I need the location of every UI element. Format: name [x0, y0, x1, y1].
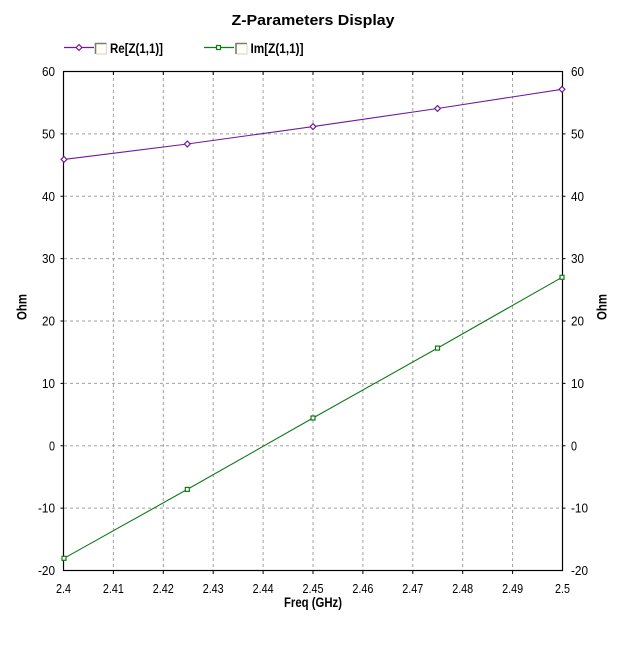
svg-text:Ohm: Ohm — [595, 294, 610, 320]
svg-text:40: 40 — [42, 189, 55, 204]
svg-text:2.4: 2.4 — [56, 581, 71, 596]
svg-text:20: 20 — [571, 314, 584, 329]
svg-text:Im[Z(1,1)]: Im[Z(1,1)] — [251, 41, 304, 56]
svg-text:2.45: 2.45 — [303, 581, 324, 596]
svg-text:10: 10 — [571, 376, 584, 391]
svg-text:60: 60 — [571, 64, 584, 79]
svg-text:-10: -10 — [571, 501, 588, 516]
svg-text:60: 60 — [42, 64, 55, 79]
svg-text:Re[Z(1,1)]: Re[Z(1,1)] — [110, 41, 163, 56]
svg-text:30: 30 — [42, 251, 55, 266]
svg-text:2.42: 2.42 — [153, 581, 174, 596]
svg-text:40: 40 — [571, 189, 584, 204]
svg-text:2.43: 2.43 — [203, 581, 224, 596]
svg-text:2.46: 2.46 — [352, 581, 373, 596]
svg-text:2.44: 2.44 — [253, 581, 274, 596]
svg-text:Freq (GHz): Freq (GHz) — [284, 595, 342, 610]
svg-text:Ohm: Ohm — [15, 294, 30, 320]
svg-text:2.41: 2.41 — [103, 581, 124, 596]
svg-text:10: 10 — [42, 376, 55, 391]
svg-text:0: 0 — [49, 438, 55, 453]
svg-text:-10: -10 — [38, 501, 55, 516]
svg-text:2.48: 2.48 — [452, 581, 473, 596]
svg-text:2.49: 2.49 — [502, 581, 523, 596]
svg-text:20: 20 — [42, 314, 55, 329]
svg-text:0: 0 — [571, 438, 577, 453]
svg-text:50: 50 — [42, 126, 55, 141]
svg-text:2.47: 2.47 — [402, 581, 423, 596]
svg-text:-20: -20 — [571, 563, 588, 578]
svg-text:2.5: 2.5 — [555, 581, 570, 596]
svg-text:Z-Parameters Display: Z-Parameters Display — [232, 12, 396, 29]
svg-text:30: 30 — [571, 251, 584, 266]
svg-text:-20: -20 — [38, 563, 55, 578]
svg-text:50: 50 — [571, 126, 584, 141]
